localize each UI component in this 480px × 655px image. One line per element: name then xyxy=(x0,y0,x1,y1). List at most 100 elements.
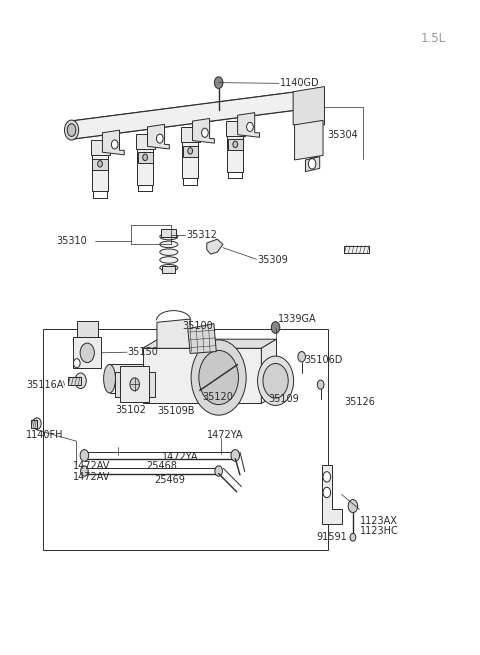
Circle shape xyxy=(80,343,95,363)
Text: 1472AV: 1472AV xyxy=(73,472,110,482)
Ellipse shape xyxy=(160,257,178,263)
Polygon shape xyxy=(157,319,190,348)
Ellipse shape xyxy=(160,233,178,240)
Circle shape xyxy=(130,378,139,391)
Polygon shape xyxy=(182,145,198,157)
Polygon shape xyxy=(305,157,320,172)
Text: 35150: 35150 xyxy=(128,347,158,357)
Polygon shape xyxy=(137,149,153,185)
Circle shape xyxy=(81,466,88,476)
Polygon shape xyxy=(91,140,109,155)
Polygon shape xyxy=(188,324,216,354)
Text: 35312: 35312 xyxy=(186,230,217,240)
Circle shape xyxy=(143,154,147,160)
Circle shape xyxy=(298,352,305,362)
Polygon shape xyxy=(182,142,198,178)
Polygon shape xyxy=(149,371,155,397)
Text: 91591: 91591 xyxy=(317,533,348,542)
Polygon shape xyxy=(72,92,297,139)
Text: 25469: 25469 xyxy=(155,475,185,485)
Circle shape xyxy=(350,533,356,541)
Circle shape xyxy=(308,159,316,169)
Text: 35102: 35102 xyxy=(116,405,146,415)
Text: 1140GD: 1140GD xyxy=(280,79,320,88)
Circle shape xyxy=(317,380,324,389)
Text: 1472YA: 1472YA xyxy=(162,453,198,462)
Polygon shape xyxy=(322,465,342,523)
Polygon shape xyxy=(228,139,243,150)
Text: 1123AX: 1123AX xyxy=(360,516,397,526)
Circle shape xyxy=(231,449,240,461)
Circle shape xyxy=(75,373,86,388)
Polygon shape xyxy=(180,128,200,142)
Polygon shape xyxy=(143,348,261,403)
Polygon shape xyxy=(143,339,276,348)
Circle shape xyxy=(80,449,89,461)
Text: 1472YA: 1472YA xyxy=(207,430,243,440)
Polygon shape xyxy=(102,130,124,155)
Text: 1.5L: 1.5L xyxy=(420,32,445,45)
Polygon shape xyxy=(192,119,215,143)
Text: 35120: 35120 xyxy=(202,392,233,402)
Polygon shape xyxy=(293,86,324,125)
Circle shape xyxy=(263,364,288,398)
Circle shape xyxy=(323,472,331,482)
Circle shape xyxy=(188,147,192,154)
Text: 1140FH: 1140FH xyxy=(25,430,63,440)
Text: 35309: 35309 xyxy=(258,255,288,265)
Polygon shape xyxy=(137,152,153,163)
Circle shape xyxy=(191,340,246,415)
Circle shape xyxy=(215,77,223,88)
Ellipse shape xyxy=(160,265,178,271)
Bar xyxy=(162,267,176,273)
Circle shape xyxy=(73,359,80,367)
Bar xyxy=(344,246,369,253)
Circle shape xyxy=(215,466,222,476)
Circle shape xyxy=(323,487,331,498)
Text: 1123HC: 1123HC xyxy=(360,527,398,536)
Circle shape xyxy=(271,322,280,333)
Text: 35310: 35310 xyxy=(57,236,87,246)
Bar xyxy=(43,329,328,550)
Polygon shape xyxy=(226,121,245,136)
Bar xyxy=(161,229,177,236)
Bar xyxy=(68,377,81,384)
Circle shape xyxy=(258,356,294,405)
Ellipse shape xyxy=(104,364,116,393)
Polygon shape xyxy=(261,339,276,403)
Circle shape xyxy=(33,418,41,430)
Polygon shape xyxy=(238,113,260,138)
Ellipse shape xyxy=(67,124,76,136)
Polygon shape xyxy=(115,371,120,397)
Text: 35126: 35126 xyxy=(344,396,375,407)
Ellipse shape xyxy=(160,249,178,255)
Text: 35100: 35100 xyxy=(182,321,213,331)
Text: 35106D: 35106D xyxy=(304,355,342,365)
Ellipse shape xyxy=(64,120,79,140)
Circle shape xyxy=(199,350,239,405)
Circle shape xyxy=(202,128,208,138)
Circle shape xyxy=(97,160,102,167)
Text: 25468: 25468 xyxy=(146,461,177,471)
Text: 35109B: 35109B xyxy=(157,406,194,417)
Text: 35109: 35109 xyxy=(268,394,299,404)
Polygon shape xyxy=(207,239,223,254)
Polygon shape xyxy=(227,136,243,172)
Polygon shape xyxy=(77,321,97,337)
Bar xyxy=(31,420,37,428)
Ellipse shape xyxy=(160,241,178,248)
Polygon shape xyxy=(109,364,143,393)
Circle shape xyxy=(111,140,118,149)
Text: 1339GA: 1339GA xyxy=(278,314,317,324)
Circle shape xyxy=(348,500,358,513)
Polygon shape xyxy=(136,134,155,149)
Circle shape xyxy=(233,141,238,147)
Text: 35304: 35304 xyxy=(328,130,359,140)
Polygon shape xyxy=(93,159,108,170)
Circle shape xyxy=(247,122,253,132)
Polygon shape xyxy=(120,366,149,402)
Polygon shape xyxy=(147,124,169,149)
Polygon shape xyxy=(295,121,323,160)
Polygon shape xyxy=(73,337,101,368)
Text: 1472AV: 1472AV xyxy=(73,461,110,471)
